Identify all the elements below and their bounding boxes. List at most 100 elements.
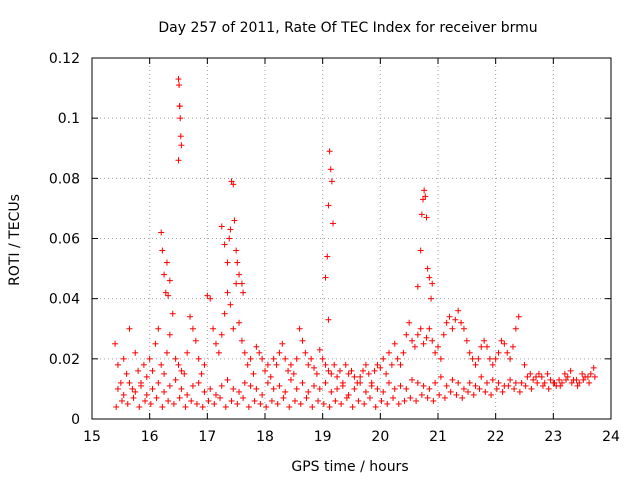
data-point xyxy=(270,385,277,392)
data-point xyxy=(574,382,581,389)
data-point xyxy=(493,385,500,392)
data-point xyxy=(326,403,333,410)
data-point xyxy=(570,376,577,383)
data-point xyxy=(432,379,439,386)
data-point xyxy=(515,313,522,320)
data-point xyxy=(428,295,435,302)
data-point xyxy=(286,403,293,410)
data-point xyxy=(224,376,231,383)
data-point xyxy=(280,394,287,401)
data-point xyxy=(311,382,318,389)
data-point xyxy=(436,391,443,398)
x-tick-label: 16 xyxy=(141,429,159,445)
data-point xyxy=(227,226,234,233)
data-point xyxy=(458,319,465,326)
data-point xyxy=(492,355,499,362)
data-point xyxy=(181,370,188,377)
data-point xyxy=(390,394,397,401)
data-point xyxy=(563,376,570,383)
data-point xyxy=(175,361,182,368)
data-point xyxy=(557,382,564,389)
data-point xyxy=(521,361,528,368)
data-point xyxy=(114,361,121,368)
data-point xyxy=(488,391,495,398)
data-point xyxy=(112,340,119,347)
data-point xyxy=(463,337,470,344)
data-point xyxy=(320,400,327,407)
data-point xyxy=(221,310,228,317)
data-point xyxy=(459,394,466,401)
data-point xyxy=(343,394,350,401)
data-point xyxy=(319,355,326,362)
data-point xyxy=(302,349,309,356)
data-point xyxy=(430,397,437,404)
data-point xyxy=(504,349,511,356)
data-point xyxy=(169,310,176,317)
data-point xyxy=(385,349,392,356)
data-point xyxy=(342,361,349,368)
data-point xyxy=(327,166,334,173)
data-point xyxy=(545,385,552,392)
data-point xyxy=(177,133,184,140)
data-point xyxy=(418,391,425,398)
data-point xyxy=(207,385,214,392)
data-point xyxy=(313,370,320,377)
data-point xyxy=(296,325,303,332)
data-point xyxy=(291,397,298,404)
data-point xyxy=(349,403,356,410)
data-point xyxy=(253,385,260,392)
data-point xyxy=(221,241,228,248)
data-point xyxy=(547,376,554,383)
data-point xyxy=(484,379,491,386)
data-point xyxy=(176,103,183,110)
data-point xyxy=(192,337,199,344)
data-point xyxy=(311,364,318,371)
data-point xyxy=(426,385,433,392)
data-point xyxy=(355,397,362,404)
data-point xyxy=(236,319,243,326)
data-point xyxy=(400,349,407,356)
data-point xyxy=(293,355,300,362)
data-point xyxy=(460,385,467,392)
data-point xyxy=(518,379,525,386)
data-point xyxy=(324,253,331,260)
data-point xyxy=(132,349,139,356)
x-tick-label: 15 xyxy=(83,429,101,445)
data-point xyxy=(482,388,489,395)
data-point xyxy=(420,340,427,347)
data-point xyxy=(544,370,551,377)
data-point xyxy=(498,337,505,344)
data-point xyxy=(236,271,243,278)
data-point xyxy=(250,370,257,377)
data-point xyxy=(162,289,169,296)
data-point xyxy=(204,292,211,299)
data-point xyxy=(478,373,485,380)
data-point xyxy=(212,391,219,398)
data-point xyxy=(590,364,597,371)
data-point xyxy=(348,367,355,374)
data-point xyxy=(334,373,341,380)
data-point xyxy=(282,355,289,362)
data-point xyxy=(240,394,247,401)
data-point xyxy=(338,400,345,407)
data-point xyxy=(516,388,523,395)
data-point xyxy=(149,385,156,392)
data-point xyxy=(558,379,565,386)
data-point xyxy=(245,403,252,410)
data-point xyxy=(336,367,343,374)
data-point xyxy=(146,355,153,362)
data-point xyxy=(175,157,182,164)
data-point xyxy=(586,379,593,386)
data-point xyxy=(455,379,462,386)
data-point xyxy=(499,388,506,395)
data-point xyxy=(143,391,150,398)
data-point xyxy=(380,355,387,362)
x-tick-label: 24 xyxy=(602,429,620,445)
data-point xyxy=(188,397,195,404)
data-point xyxy=(446,313,453,320)
data-point xyxy=(259,391,266,398)
data-point xyxy=(309,403,316,410)
y-tick-label: 0.06 xyxy=(49,232,80,248)
x-axis-label: GPS time / hours xyxy=(291,459,408,475)
